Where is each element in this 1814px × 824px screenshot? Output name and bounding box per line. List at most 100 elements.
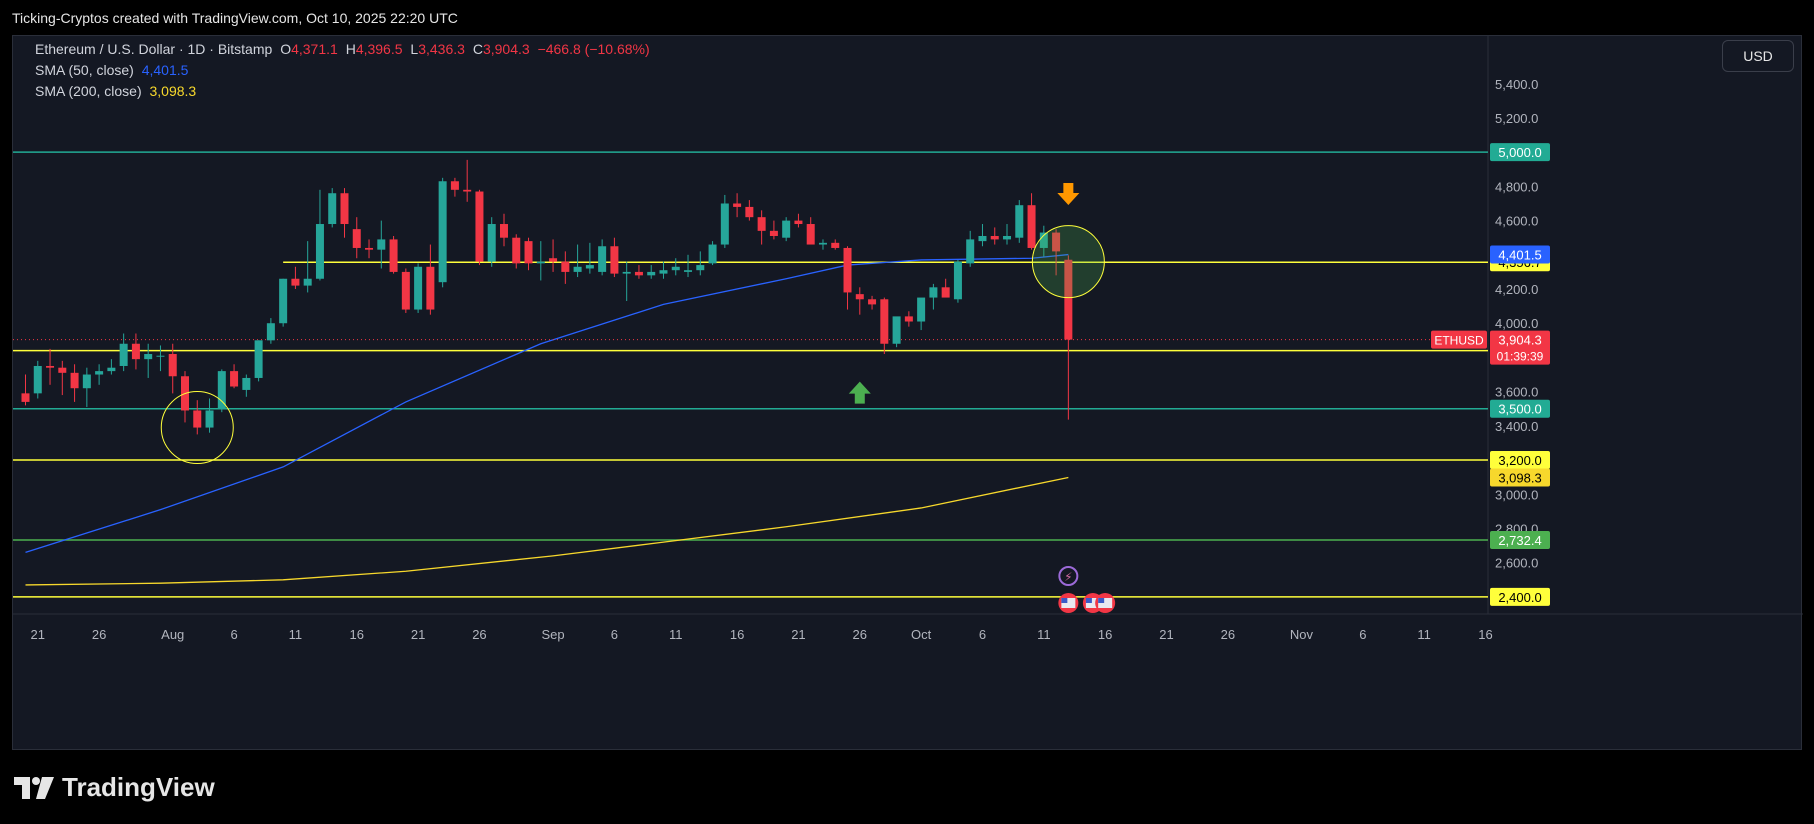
candle-body — [549, 258, 558, 262]
sma50-value: 4,401.5 — [141, 62, 189, 78]
level-tag: 3,500.0 — [1498, 402, 1541, 417]
low-value: 3,436.3 — [418, 41, 465, 57]
last-price-tag: 3,904.3 — [1498, 333, 1541, 348]
sma50-line — [25, 253, 1069, 554]
candle-body — [671, 266, 680, 271]
candle-body — [46, 365, 55, 368]
candle-body — [1052, 232, 1061, 252]
open-label: O — [280, 41, 292, 57]
candle-body — [82, 374, 91, 389]
level-tag-bg — [1490, 531, 1550, 550]
sma200-line — [25, 476, 1069, 586]
candle-body — [855, 294, 864, 300]
candle-body — [1039, 232, 1048, 248]
candle-body — [279, 278, 288, 324]
candle-body — [33, 365, 42, 394]
candle-body — [647, 271, 656, 276]
candle-body — [254, 340, 263, 378]
candle-body — [266, 323, 275, 341]
sma200-label: SMA (200, close) — [35, 83, 142, 99]
x-tick-label: 26 — [472, 627, 486, 642]
candle-body — [512, 237, 521, 264]
symbol-legend: Ethereum / U.S. Dollar · 1D · Bitstamp O… — [35, 41, 654, 57]
high-value: 4,396.5 — [355, 41, 403, 57]
candle-body — [941, 287, 950, 298]
level-tag-bg — [1490, 143, 1550, 162]
flag-canton — [1098, 598, 1105, 603]
price-chart[interactable]: 2,600.02,800.03,000.03,400.03,600.03,800… — [13, 36, 1803, 751]
candle-body — [450, 181, 459, 190]
sma-price-tag-bg — [1490, 468, 1550, 487]
x-tick-label: 6 — [979, 627, 986, 642]
sma50-label: SMA (50, close) — [35, 62, 134, 78]
sma200-value: 3,098.3 — [149, 83, 197, 99]
candle-body — [978, 235, 987, 242]
candle-body — [757, 217, 766, 231]
sma-price-tag: 4,401.5 — [1498, 248, 1541, 263]
candle-body — [168, 354, 177, 377]
candle-body — [573, 266, 582, 272]
high-label: H — [345, 41, 356, 57]
sma200-legend[interactable]: SMA (200, close) 3,098.3 — [35, 83, 200, 99]
chart-panel[interactable]: 2,600.02,800.03,000.03,400.03,600.03,800… — [12, 35, 1803, 751]
candle-body — [610, 246, 619, 274]
y-tick-label: 2,600.0 — [1495, 556, 1538, 571]
x-tick-label: Nov — [1290, 627, 1314, 642]
candle-body — [107, 367, 116, 372]
candle-body — [917, 297, 926, 322]
candle-body — [95, 371, 104, 375]
open-value: 4,371.1 — [291, 41, 338, 57]
candle-body — [230, 371, 239, 387]
earnings-event-icon — [1058, 566, 1079, 586]
x-tick-label: 21 — [791, 627, 805, 642]
level-tag-bg — [1490, 399, 1550, 418]
sma-price-tag-bg — [1490, 245, 1550, 264]
symbol-title[interactable]: Ethereum / U.S. Dollar · 1D · Bitstamp — [35, 41, 273, 57]
symbol-tag: ETHUSD — [1434, 334, 1484, 348]
candle-body — [806, 224, 815, 245]
candle-body — [119, 343, 128, 366]
x-tick-label: 26 — [92, 627, 106, 642]
candle-body — [929, 287, 938, 298]
down-arrow-icon — [1057, 182, 1080, 205]
x-tick-label: 11 — [669, 627, 683, 642]
candle-body — [205, 410, 214, 428]
candle-body — [1003, 235, 1012, 240]
candle-body — [144, 354, 153, 360]
y-tick-label: 4,600.0 — [1495, 214, 1538, 229]
candle-body — [561, 261, 570, 272]
candle-body — [659, 270, 668, 274]
x-tick-label: 16 — [1098, 627, 1112, 642]
x-tick-label: 11 — [1417, 627, 1431, 642]
candle-body — [966, 239, 975, 264]
candle-body — [340, 193, 349, 225]
currency-button[interactable]: USD — [1722, 40, 1794, 72]
candle-body — [475, 191, 484, 262]
candle-body — [818, 242, 827, 245]
highlight-circle — [160, 391, 234, 465]
symbol-tag-bg — [1431, 330, 1487, 349]
flag-canton — [1061, 598, 1068, 603]
sma-price-tag: 3,098.3 — [1498, 470, 1541, 485]
candle-body — [684, 270, 693, 272]
candle-body — [401, 271, 410, 310]
candle-body — [622, 271, 631, 274]
sma50-legend[interactable]: SMA (50, close) 4,401.5 — [35, 62, 192, 78]
x-tick-label: Aug — [161, 627, 184, 642]
candle-body — [193, 410, 202, 428]
x-tick-label: 6 — [230, 627, 237, 642]
y-tick-label: 3,600.0 — [1495, 385, 1538, 400]
candle-body — [769, 230, 778, 236]
x-tick-label: Oct — [911, 627, 932, 642]
flag-field — [1061, 598, 1076, 608]
candle-body — [904, 316, 913, 322]
x-tick-label: 26 — [853, 627, 867, 642]
y-tick-label: 4,000.0 — [1495, 316, 1538, 331]
close-value: 3,904.3 — [482, 41, 530, 57]
countdown-label: 01:39:39 — [1497, 350, 1544, 364]
x-tick-label: 16 — [1478, 627, 1492, 642]
candle-body — [696, 265, 705, 271]
candle-body — [352, 229, 361, 248]
candle-body — [70, 372, 79, 389]
candle-body — [414, 266, 423, 310]
